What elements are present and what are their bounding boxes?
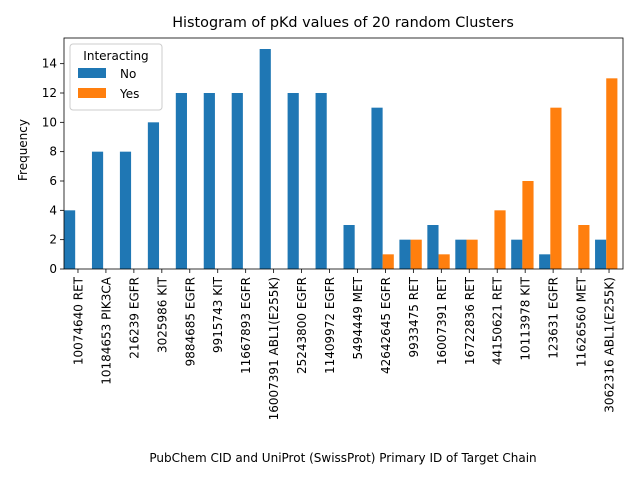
x-tick-label-10: 5494449 MET <box>351 276 365 359</box>
x-tick-label-14: 16722836 RET <box>463 276 477 365</box>
bar-no-12 <box>399 239 411 269</box>
bar-no-13 <box>427 225 439 269</box>
x-tick-label-4: 9884685 EGFR <box>183 277 197 366</box>
bar-no-10 <box>343 225 355 269</box>
bar-yes-16 <box>522 181 534 269</box>
x-axis-label: PubChem CID and UniProt (SwissProt) Prim… <box>149 451 536 465</box>
plot-border <box>63 37 624 270</box>
x-tick-label-16: 10113978 KIT <box>519 276 533 360</box>
bar-no-5 <box>203 93 215 269</box>
y-axis: 0 2 4 6 8 10 12 14 <box>42 57 64 276</box>
bar-yes-17 <box>550 107 562 269</box>
bar-no-0 <box>64 210 76 269</box>
x-tick-label-3: 3025986 KIT <box>155 276 169 353</box>
legend-swatch-no <box>78 68 106 78</box>
bar-no-6 <box>231 93 243 269</box>
legend: Interacting No Yes <box>69 43 163 111</box>
bar-yes-19 <box>606 78 618 269</box>
legend-label-no: No <box>120 67 136 81</box>
x-tick-label-6: 11667893 EGFR <box>239 277 253 374</box>
y-tick-label-4: 8 <box>49 145 57 159</box>
bar-no-19 <box>595 239 607 269</box>
x-tick-label-13: 16007391 RET <box>435 276 449 365</box>
plot-frame <box>63 37 624 270</box>
y-tick-label-5: 10 <box>42 115 57 129</box>
bar-yes-18 <box>578 225 590 269</box>
bars-layer <box>64 49 618 269</box>
x-axis: 10074640 RET 10184653 PIK3CA 216239 EGFR 30… <box>71 269 617 420</box>
y-tick-label-7: 14 <box>42 57 57 71</box>
bar-yes-13 <box>438 254 450 269</box>
x-tick-label-11: 42642645 EGFR <box>379 277 393 374</box>
chart-title: Histogram of pKd values of 20 random Clu… <box>172 15 514 31</box>
bar-no-9 <box>315 93 327 269</box>
y-tick-label-0: 0 <box>49 262 57 276</box>
bar-no-11 <box>371 107 383 269</box>
bar-no-8 <box>287 93 299 269</box>
y-tick-label-3: 6 <box>49 174 57 188</box>
bar-yes-15 <box>494 210 506 269</box>
bar-yes-14 <box>466 239 478 269</box>
bar-yes-12 <box>410 239 422 269</box>
bar-no-1 <box>91 151 104 269</box>
x-tick-label-5: 9915743 KIT <box>211 276 225 353</box>
x-tick-label-7: 16007391 ABL1(E255K) <box>267 277 281 420</box>
x-tick-label-1: 10184653 PIK3CA <box>99 276 113 385</box>
x-tick-label-18: 11626560 MET <box>575 276 589 367</box>
x-tick-label-0: 10074640 RET <box>71 276 85 365</box>
bar-no-16 <box>511 239 523 269</box>
y-tick-label-1: 2 <box>49 233 57 247</box>
x-tick-label-17: 123631 EGFR <box>547 277 561 359</box>
x-tick-label-8: 25243800 EGFR <box>295 277 309 374</box>
bar-no-2 <box>119 151 132 269</box>
y-tick-label-6: 12 <box>42 86 57 100</box>
y-axis-label: Frequency <box>16 119 30 181</box>
x-tick-label-19: 3062316 ABL1(E255K) <box>603 277 617 413</box>
bar-yes-11 <box>382 254 394 269</box>
bar-no-14 <box>455 239 467 269</box>
bar-no-7 <box>259 49 271 269</box>
bar-no-3 <box>147 122 160 269</box>
x-tick-label-12: 9933475 RET <box>407 276 421 357</box>
legend-title: Interacting <box>83 49 148 63</box>
legend-label-yes: Yes <box>119 87 139 101</box>
x-tick-label-9: 11409972 EGFR <box>323 277 337 374</box>
y-tick-label-2: 4 <box>49 203 57 217</box>
x-tick-label-2: 216239 EGFR <box>127 277 141 359</box>
legend-swatch-yes <box>78 88 106 98</box>
bar-no-17 <box>539 254 551 269</box>
x-tick-label-15: 44150621 RET <box>491 276 505 365</box>
bar-no-4 <box>175 93 187 269</box>
